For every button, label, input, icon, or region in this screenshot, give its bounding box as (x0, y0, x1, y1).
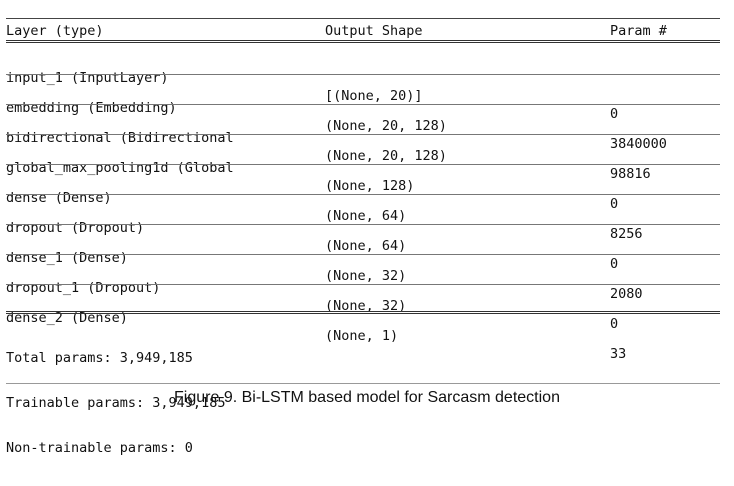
row-separator (6, 284, 720, 285)
table-row: embedding (Embedding) (None, 20, 128) 38… (6, 81, 720, 152)
row-shape: (None, 64) (325, 238, 407, 254)
header-output-shape: Output Shape (325, 23, 423, 39)
header-param-count: Param # (610, 23, 667, 39)
row-param: 0 (610, 256, 619, 272)
row-separator (6, 74, 720, 75)
table-header: Layer (type) Output Shape Param # (6, 22, 720, 40)
row-shape: (None, 32) (325, 298, 407, 314)
row-shape: (None, 64) (325, 208, 407, 224)
caption-rule (6, 383, 720, 384)
table-row: dense (Dense) (None, 64) 8256 (6, 171, 720, 242)
row-param: 0 (610, 196, 619, 212)
table-row: bidirectional (Bidirectional (None, 20, … (6, 111, 720, 182)
table-row: dropout (Dropout) (None, 64) 0 (6, 201, 720, 272)
row-shape: (None, 128) (325, 178, 415, 194)
table-row: input_1 (InputLayer) [(None, 20)] 0 (6, 51, 720, 122)
row-shape: [(None, 20)] (325, 88, 423, 104)
row-shape: (None, 20, 128) (325, 148, 447, 164)
row-shape: (None, 20, 128) (325, 118, 447, 134)
row-separator (6, 224, 720, 225)
row-param: 2080 (610, 286, 643, 302)
footer-double-rule (6, 311, 720, 314)
header-double-rule (6, 40, 720, 43)
table-row: dense_2 (Dense) (None, 1) 33 (6, 291, 720, 362)
row-param: 8256 (610, 226, 643, 242)
figure-caption: Figure 9. Bi-LSTM based model for Sarcas… (174, 389, 560, 406)
row-param: 0 (610, 316, 619, 332)
row-separator (6, 254, 720, 255)
table-row: dense_1 (Dense) (None, 32) 2080 (6, 231, 720, 302)
non-trainable-params: Non-trainable params: 0 (6, 440, 193, 456)
table-top-rule (6, 18, 720, 19)
table-row: global_max_pooling1d (Global (None, 128)… (6, 141, 720, 212)
row-separator (6, 104, 720, 105)
row-param: 0 (610, 106, 619, 122)
row-param: 98816 (610, 166, 651, 182)
row-separator (6, 164, 720, 165)
row-param: 3840000 (610, 136, 667, 152)
row-separator (6, 134, 720, 135)
row-shape: (None, 32) (325, 268, 407, 284)
total-params: Total params: 3,949,185 (6, 350, 193, 366)
table-row: dropout_1 (Dropout) (None, 32) 0 (6, 261, 720, 332)
row-param: 33 (610, 346, 627, 362)
row-shape: (None, 1) (325, 328, 399, 344)
row-layer: dense_2 (Dense) (6, 310, 128, 326)
header-layer-type: Layer (type) (6, 23, 104, 39)
row-separator (6, 194, 720, 195)
trainable-params: Trainable params: 3,949,185 (6, 395, 226, 411)
